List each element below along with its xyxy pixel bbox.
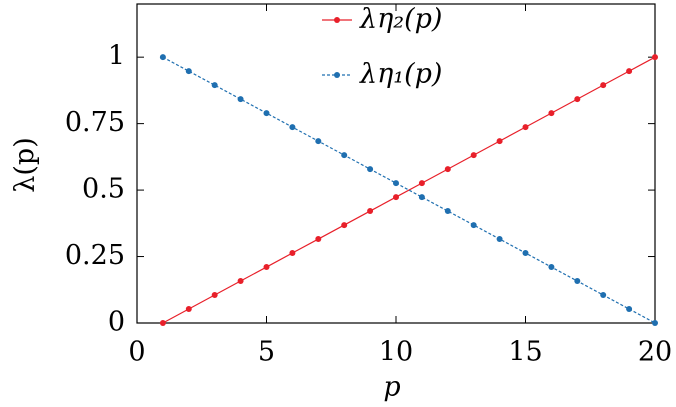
x-axis-label: p: [383, 372, 400, 403]
x-tick-label: 15: [508, 337, 542, 368]
data-point: [444, 166, 451, 173]
data-point: [652, 320, 658, 326]
data-point: [574, 278, 581, 285]
data-point: [211, 292, 218, 299]
legend-marker: [334, 17, 340, 23]
data-point: [211, 82, 218, 89]
data-point: [315, 236, 322, 243]
y-tick-label: 1: [108, 41, 125, 72]
series-line: [162, 56, 656, 324]
data-point: [470, 152, 477, 159]
data-point: [444, 208, 451, 215]
data-point: [496, 138, 503, 145]
x-tick-label: 0: [128, 337, 145, 368]
data-point: [341, 222, 348, 229]
data-point: [185, 68, 192, 75]
y-tick-label: 0: [108, 307, 125, 338]
data-point: [548, 110, 555, 117]
y-tick-label: 0.75: [65, 107, 125, 138]
x-tick-label: 20: [638, 337, 672, 368]
data-point: [574, 96, 581, 103]
data-point: [600, 292, 607, 299]
data-point: [418, 180, 425, 187]
data-point: [626, 306, 633, 313]
data-point: [159, 54, 166, 61]
data-point: [263, 110, 270, 117]
data-point: [393, 194, 399, 201]
data-point: [185, 306, 192, 313]
data-point: [522, 124, 529, 131]
data-point: [159, 320, 166, 326]
data-point: [418, 194, 425, 201]
data-point: [263, 264, 270, 271]
data-point: [315, 138, 322, 145]
plot-frame: [136, 3, 656, 324]
data-point: [600, 82, 607, 89]
data-point: [367, 208, 374, 215]
data-point: [522, 250, 529, 257]
data-point: [289, 124, 296, 131]
legend-label: λη₂(p): [359, 4, 442, 35]
data-point: [341, 152, 348, 159]
data-point: [367, 166, 374, 173]
data-point: [548, 264, 555, 271]
data-point: [393, 180, 399, 187]
data-point: [289, 250, 296, 257]
legend-marker: [334, 72, 340, 78]
data-point: [237, 278, 244, 285]
series-line: [162, 56, 656, 324]
data-point: [652, 54, 658, 61]
x-tick-label: 5: [258, 337, 275, 368]
legend-label: λη₁(p): [359, 59, 442, 90]
y-tick-label: 0.25: [65, 240, 125, 271]
y-tick-label: 0.5: [82, 174, 125, 205]
x-tick-label: 10: [379, 337, 413, 368]
data-point: [470, 222, 477, 229]
data-point: [496, 236, 503, 243]
y-axis-label: λ(p): [10, 137, 41, 192]
data-point: [237, 96, 244, 103]
data-point: [626, 68, 633, 75]
